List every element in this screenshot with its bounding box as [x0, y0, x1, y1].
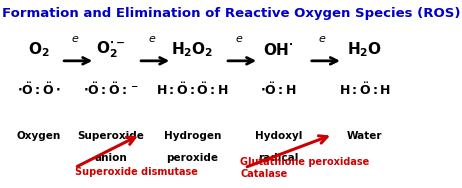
- Text: $\mathbf{\cdot\ddot{O}:\ddot{O}\cdot}$: $\mathbf{\cdot\ddot{O}:\ddot{O}\cdot}$: [17, 82, 61, 98]
- Text: anion: anion: [95, 153, 128, 163]
- Text: e: e: [148, 34, 155, 44]
- Text: Oxygen: Oxygen: [17, 131, 61, 141]
- Text: e: e: [235, 34, 242, 44]
- Text: e: e: [318, 34, 325, 44]
- Text: Superoxide: Superoxide: [78, 131, 145, 141]
- Text: $\mathbf{\cdot\ddot{O}:H}$: $\mathbf{\cdot\ddot{O}:H}$: [260, 82, 297, 98]
- Text: $\mathbf{\cdot\ddot{O}:\ddot{O}:^-}$: $\mathbf{\cdot\ddot{O}:\ddot{O}:^-}$: [83, 82, 139, 98]
- Text: $\mathbf{H_2O}$: $\mathbf{H_2O}$: [347, 40, 382, 59]
- Text: Water: Water: [347, 131, 383, 141]
- Text: $\mathbf{O_2}$: $\mathbf{O_2}$: [28, 40, 49, 59]
- Text: $\mathbf{H:\ddot{O}:H}$: $\mathbf{H:\ddot{O}:H}$: [339, 82, 390, 98]
- Text: $\mathbf{O_2^{\bullet-}}$: $\mathbf{O_2^{\bullet-}}$: [97, 39, 126, 60]
- Text: Hydoxyl: Hydoxyl: [255, 131, 302, 141]
- Text: Glutathione peroxidase
Catalase: Glutathione peroxidase Catalase: [240, 157, 369, 179]
- Text: $\mathbf{OH^{\bullet}}$: $\mathbf{OH^{\bullet}}$: [263, 42, 294, 58]
- Text: Formation and Elimination of Reactive Oxygen Species (ROS): Formation and Elimination of Reactive Ox…: [2, 7, 460, 20]
- Text: e: e: [71, 34, 78, 44]
- Text: radical: radical: [258, 153, 299, 163]
- Text: peroxide: peroxide: [166, 153, 219, 163]
- Text: $\mathbf{H:\ddot{O}:\ddot{O}:H}$: $\mathbf{H:\ddot{O}:\ddot{O}:H}$: [156, 82, 229, 98]
- Text: Hydrogen: Hydrogen: [164, 131, 221, 141]
- Text: $\mathbf{H_2O_2}$: $\mathbf{H_2O_2}$: [171, 40, 214, 59]
- Text: Superoxide dismutase: Superoxide dismutase: [75, 167, 198, 177]
